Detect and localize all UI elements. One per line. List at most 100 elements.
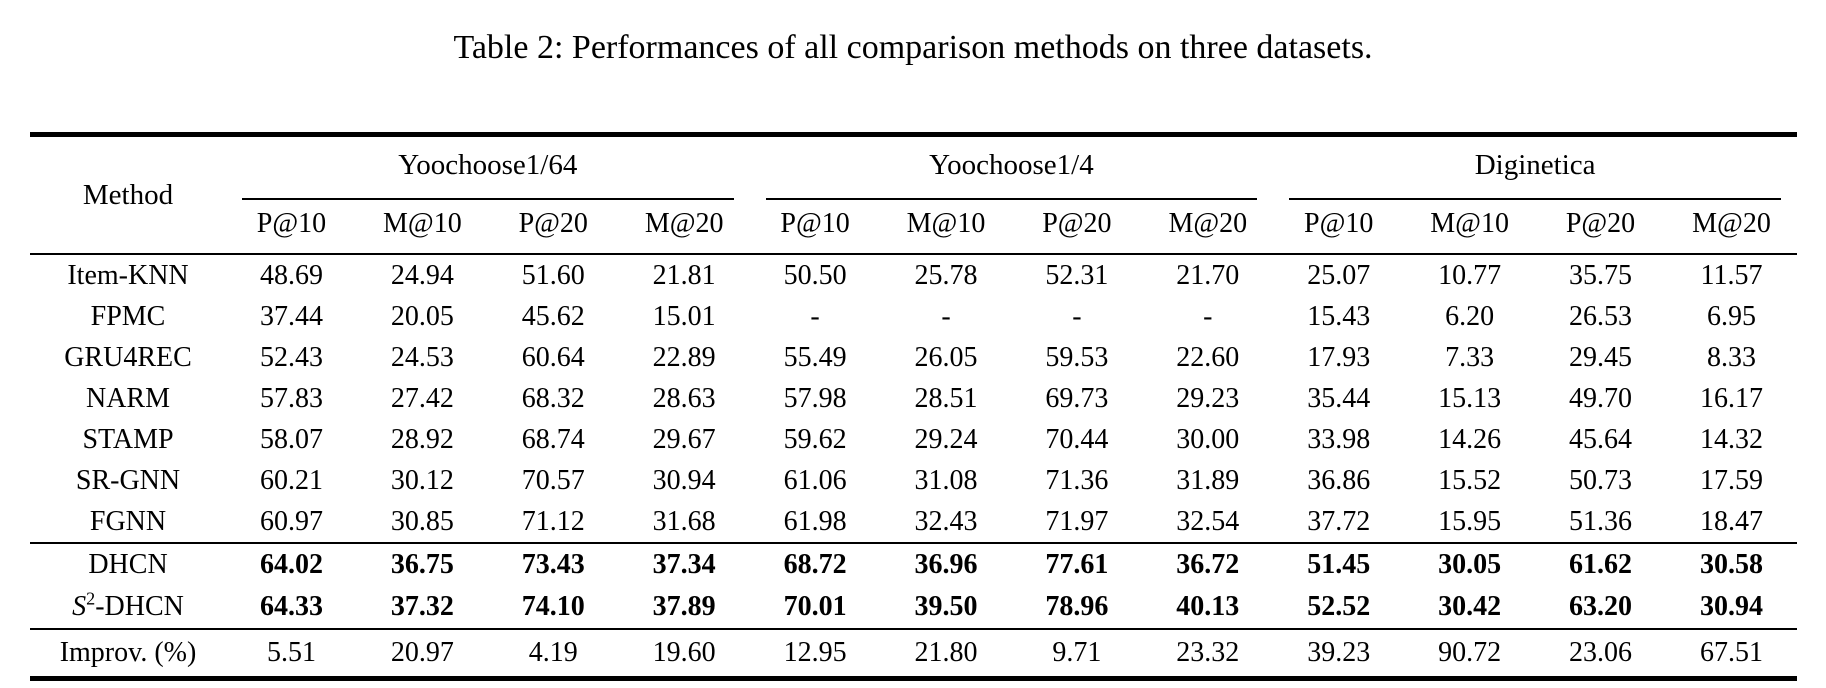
value-cell: 71.36 <box>1045 464 1109 496</box>
value-cell: - <box>1203 300 1213 332</box>
value-cell: 23.06 <box>1535 628 1666 679</box>
value-cell: 15.01 <box>652 300 716 332</box>
value-cell: 50.73 <box>1569 464 1633 496</box>
value-cell: 30.12 <box>390 464 454 496</box>
value-cell: 15.52 <box>1438 464 1502 496</box>
value-cell: 39.50 <box>914 591 978 622</box>
metric-header: M@20 <box>1142 200 1274 255</box>
value-cell: 68.32 <box>521 382 585 414</box>
value-cell: 70.44 <box>1045 423 1109 455</box>
group-header-yoochoose1-4: Yoochoose1/4 <box>750 135 1274 200</box>
value-cell: 64.02 <box>226 542 357 586</box>
value-cell: 23.32 <box>1142 628 1274 679</box>
method-cell: NARM <box>85 382 170 414</box>
value-cell: 26.05 <box>914 341 978 373</box>
method-cell: DHCN <box>30 542 226 586</box>
group-header-diginetica: Diginetica <box>1273 135 1797 200</box>
value-cell: 11.57 <box>1700 259 1763 291</box>
metric-header: M@10 <box>356 200 488 255</box>
method-cell: FGNN <box>89 505 167 537</box>
value-cell: 6.20 <box>1445 300 1495 332</box>
cmidrule <box>1289 198 1781 200</box>
value-cell: 36.86 <box>1307 464 1371 496</box>
value-cell: 52.52 <box>1307 591 1371 622</box>
value-cell: 58.07 <box>259 423 323 455</box>
value-cell: 57.98 <box>783 382 847 414</box>
value-cell: 30.05 <box>1404 542 1536 586</box>
value-cell: 26.53 <box>1569 300 1633 332</box>
value-cell: 49.70 <box>1569 382 1633 414</box>
value-cell: 71.97 <box>1045 505 1109 537</box>
metric-header: M@10 <box>880 200 1012 255</box>
value-cell: 68.72 <box>749 542 881 586</box>
method-cell: FPMC <box>90 300 166 332</box>
metric-header: M@20 <box>1665 200 1797 255</box>
metric-header: M@20 <box>618 200 750 255</box>
value-cell: 73.43 <box>487 542 619 586</box>
table-row: Item-KNN 48.69 24.94 51.60 21.81 50.50 25.78 52… <box>30 254 1797 296</box>
value-cell: 40.13 <box>1176 591 1240 622</box>
method-cell: S2-DHCN <box>72 588 184 622</box>
value-cell: 28.92 <box>390 423 454 455</box>
value-cell: 28.63 <box>652 382 716 414</box>
value-cell: 4.19 <box>487 628 619 679</box>
group-label: Yoochoose1/4 <box>929 149 1094 181</box>
value-cell: - <box>941 300 951 332</box>
table-row: DHCN 64.02 36.75 73.43 37.34 68.72 36.96 77.61 3… <box>30 542 1797 586</box>
value-cell: 19.60 <box>618 628 750 679</box>
value-cell: 68.74 <box>521 423 585 455</box>
value-cell: 36.75 <box>356 542 488 586</box>
table-row: S2-DHCN 64.33 37.32 74.10 37.89 70.01 39.50 78.… <box>30 586 1797 629</box>
value-cell: 22.60 <box>1176 341 1240 373</box>
value-cell: 21.81 <box>652 259 716 291</box>
value-cell: 24.53 <box>390 341 454 373</box>
value-cell: 12.95 <box>749 628 881 679</box>
value-cell: 51.36 <box>1569 505 1633 537</box>
value-cell: 35.44 <box>1307 382 1371 414</box>
value-cell: 36.72 <box>1142 542 1274 586</box>
group-header-yoochoose1-64: Yoochoose1/64 <box>226 135 750 200</box>
value-cell: 67.51 <box>1665 628 1797 679</box>
value-cell: 17.59 <box>1699 464 1763 496</box>
table-row: GRU4REC 52.43 24.53 60.64 22.89 55.49 26.05 59.… <box>30 337 1797 378</box>
method-cell: STAMP <box>82 423 174 455</box>
value-cell: 37.72 <box>1307 505 1371 537</box>
value-cell: 25.07 <box>1307 259 1371 291</box>
value-cell: 30.00 <box>1176 423 1240 455</box>
value-cell: 8.33 <box>1706 341 1756 373</box>
metric-header: P@10 <box>226 200 357 255</box>
value-cell: 21.80 <box>880 628 1012 679</box>
value-cell: 21.70 <box>1176 259 1240 291</box>
value-cell: 20.05 <box>390 300 454 332</box>
method-column-header: Method <box>30 134 226 255</box>
group-header-row: Method Yoochoose1/64 Yoochoose1/4 Digine… <box>30 134 1797 255</box>
value-cell: 59.53 <box>1045 341 1109 373</box>
value-cell: 52.43 <box>259 341 323 373</box>
value-cell: 60.64 <box>521 341 585 373</box>
value-cell: 90.72 <box>1404 628 1536 679</box>
value-cell: 10.77 <box>1438 259 1502 291</box>
value-cell: 22.89 <box>652 341 716 373</box>
value-cell: 55.49 <box>783 341 847 373</box>
value-cell: 5.51 <box>226 628 357 679</box>
table-row: Improv. (%) 5.51 20.97 4.19 19.60 12.95 21.80 9… <box>30 628 1797 679</box>
metric-header-row: P@10 M@10 P@20 M@20 P@10 M@10 P@20 M@20 P@10 M@10… <box>30 200 1797 255</box>
table-row: SR-GNN 60.21 30.12 70.57 30.94 61.06 31.08 71.3… <box>30 460 1797 501</box>
table-row: NARM 57.83 27.42 68.32 28.63 57.98 28.51 69.73 2… <box>30 378 1797 419</box>
results-table: Method Yoochoose1/64 Yoochoose1/4 Digine… <box>30 132 1797 681</box>
value-cell: 37.89 <box>652 591 716 622</box>
value-cell: 15.13 <box>1438 382 1502 414</box>
value-cell: 57.83 <box>259 382 323 414</box>
table-row: FPMC 37.44 20.05 45.62 15.01 - - - - 15.43 6.20 26.… <box>30 296 1797 337</box>
group-label: Diginetica <box>1474 149 1596 181</box>
method-cell: Item-KNN <box>67 259 189 291</box>
value-cell: 61.98 <box>783 505 847 537</box>
value-cell: 45.62 <box>521 300 585 332</box>
cmidrule <box>765 198 1258 200</box>
value-cell: 39.23 <box>1273 628 1405 679</box>
metric-header: P@20 <box>487 200 619 255</box>
value-cell: 51.45 <box>1273 542 1405 586</box>
value-cell: 18.47 <box>1699 505 1763 537</box>
value-cell: 14.32 <box>1699 423 1763 455</box>
